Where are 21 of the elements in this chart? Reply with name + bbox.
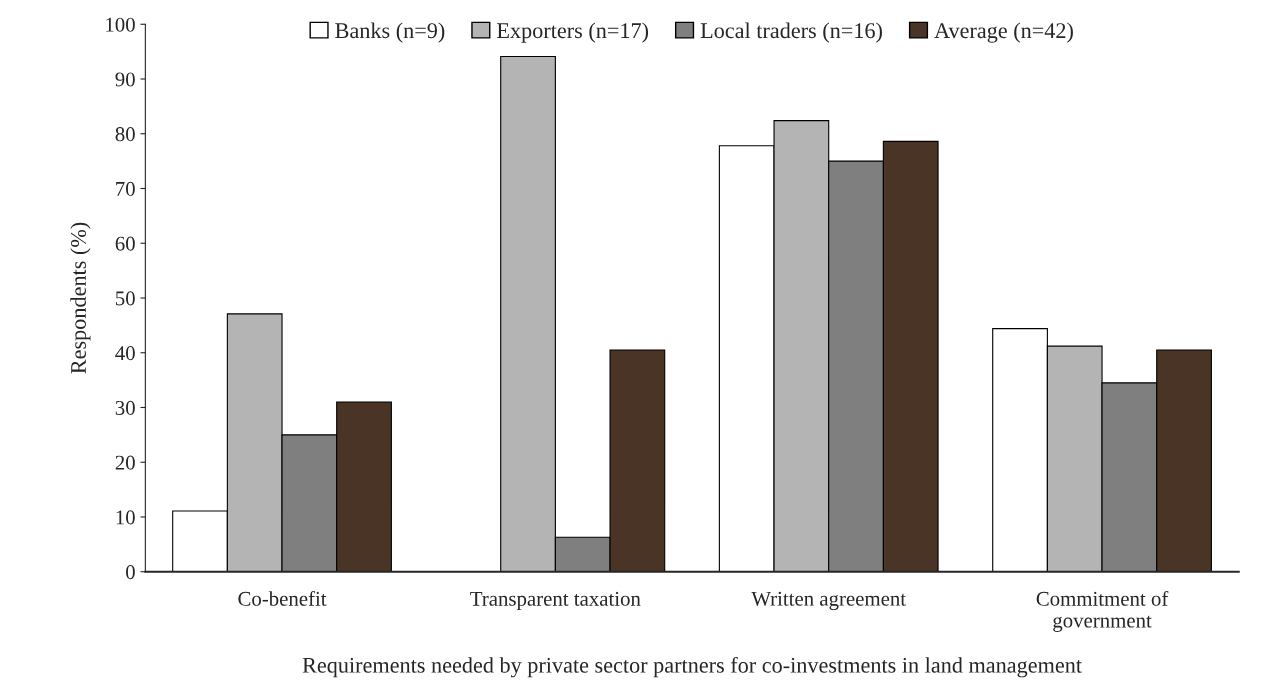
x-tick-label: Transparent taxation <box>470 591 641 611</box>
x-tick-label: Co-benefit <box>238 590 327 606</box>
y-tick-label: 30 <box>115 400 135 415</box>
y-tick-label: 100 <box>106 17 135 32</box>
legend-label: Exporters (n=17) <box>497 22 649 43</box>
y-tick-label: 70 <box>116 181 135 196</box>
legend-label: Local traders (n=16) <box>700 22 882 43</box>
legend-label: Average (n=42) <box>934 22 1073 43</box>
x-tick-label: Commitment of government <box>1036 590 1169 632</box>
x-tick-label: Written agreement <box>751 591 906 611</box>
legend-label: Banks (n=9) <box>335 22 445 43</box>
y-tick-label: 50 <box>116 291 135 306</box>
y-tick-label: 80 <box>115 127 135 142</box>
y-axis-title: Respondents (%) <box>70 222 91 374</box>
y-tick-label: 10 <box>116 510 135 525</box>
y-tick-label: 20 <box>115 455 135 470</box>
x-axis-title: Requirements needed by private sector partners for co-investments in land management <box>302 656 1082 678</box>
y-tick-label: 60 <box>115 236 135 251</box>
y-tick-label: 0 <box>126 565 135 580</box>
y-tick-label: 90 <box>115 72 135 87</box>
y-tick-label: 40 <box>115 346 135 361</box>
